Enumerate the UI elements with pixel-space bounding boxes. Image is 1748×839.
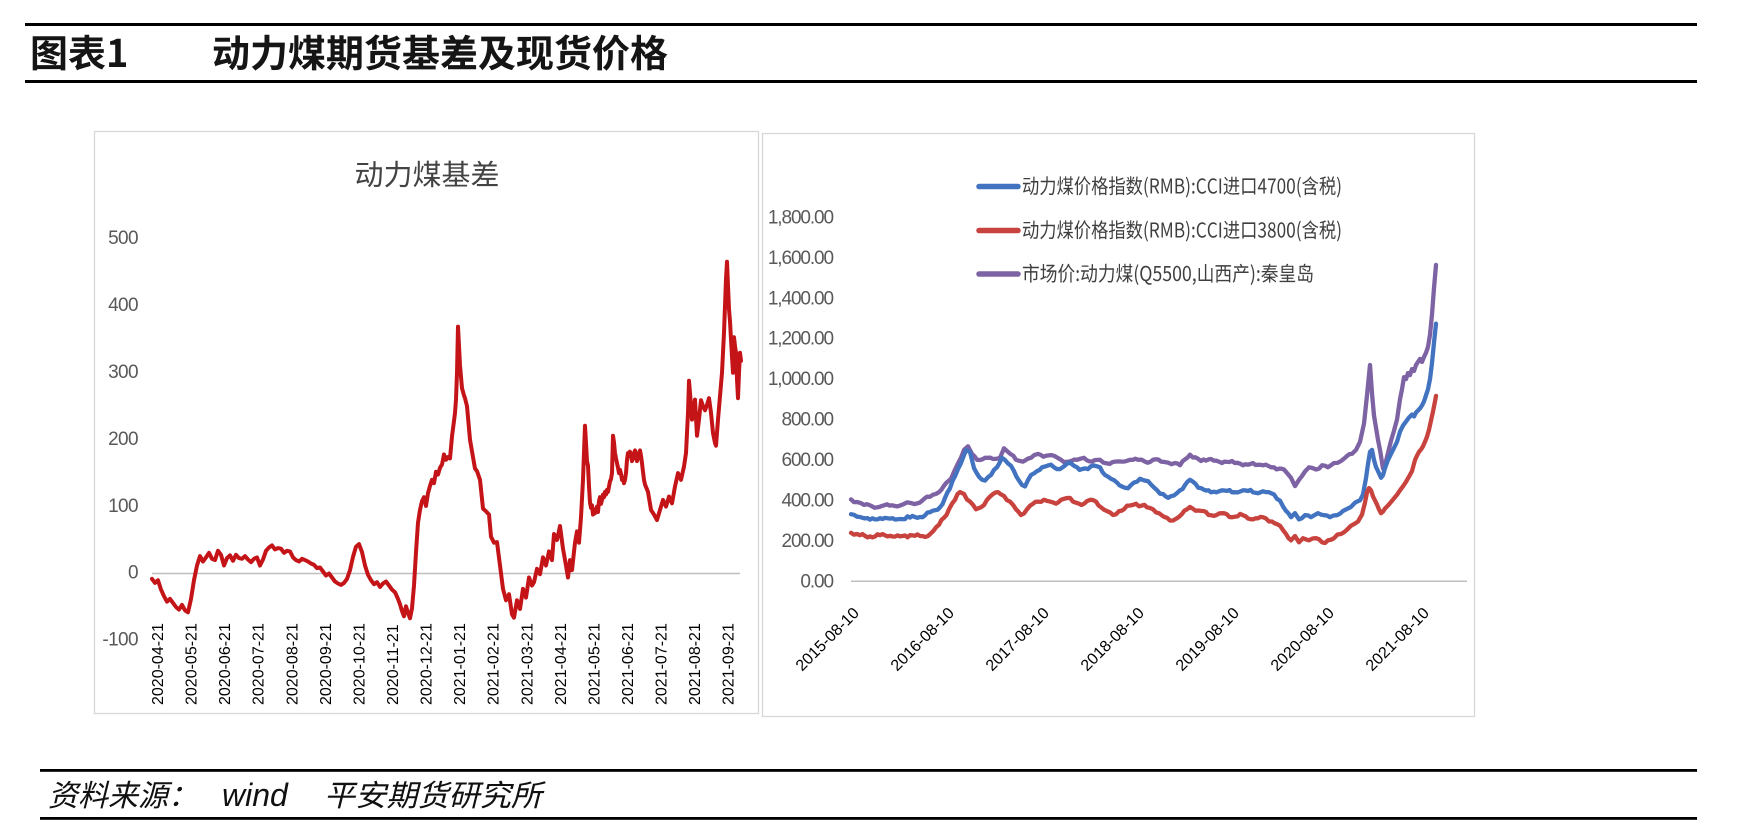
- svg-text:800.00: 800.00: [781, 410, 833, 431]
- svg-text:2020-04-21: 2020-04-21: [150, 623, 167, 705]
- svg-text:2020-09-21: 2020-09-21: [318, 623, 335, 705]
- svg-text:2021-04-21: 2021-04-21: [553, 623, 570, 705]
- svg-text:1,000.00: 1,000.00: [768, 369, 834, 390]
- svg-text:400.00: 400.00: [781, 490, 833, 511]
- svg-text:100: 100: [108, 496, 138, 517]
- svg-text:2020-07-21: 2020-07-21: [251, 623, 268, 705]
- svg-text:2021-09-21: 2021-09-21: [721, 623, 738, 705]
- svg-text:500: 500: [108, 228, 138, 249]
- svg-text:2020-05-21: 2020-05-21: [184, 623, 201, 705]
- svg-text:2021-06-21: 2021-06-21: [620, 623, 637, 705]
- svg-text:200: 200: [108, 429, 138, 450]
- svg-text:2021-08-21: 2021-08-21: [687, 623, 704, 705]
- svg-text:1,200.00: 1,200.00: [768, 329, 834, 350]
- svg-text:2020-06-21: 2020-06-21: [217, 623, 234, 705]
- svg-text:1,400.00: 1,400.00: [768, 288, 834, 309]
- svg-text:wind: wind: [222, 777, 289, 813]
- svg-text:2020-11-21: 2020-11-21: [385, 624, 402, 705]
- svg-text:2021-07-21: 2021-07-21: [654, 623, 671, 705]
- svg-text:2021-03-21: 2021-03-21: [519, 623, 536, 705]
- svg-text:-100: -100: [102, 630, 138, 651]
- svg-text:2020-10-21: 2020-10-21: [351, 623, 368, 705]
- svg-text:400: 400: [108, 295, 138, 316]
- svg-text:1,800.00: 1,800.00: [768, 207, 834, 228]
- svg-text:2021-02-21: 2021-02-21: [486, 623, 503, 705]
- svg-text:2021-05-21: 2021-05-21: [586, 623, 603, 705]
- svg-text:2021-01-21: 2021-01-21: [452, 623, 469, 705]
- svg-text:200.00: 200.00: [781, 531, 833, 552]
- svg-text:0.00: 0.00: [800, 571, 833, 592]
- svg-text:300: 300: [108, 362, 138, 383]
- svg-text:0: 0: [128, 563, 138, 584]
- svg-text:1,600.00: 1,600.00: [768, 248, 834, 269]
- svg-text:600.00: 600.00: [781, 450, 833, 471]
- svg-text:2020-08-21: 2020-08-21: [284, 623, 301, 705]
- svg-text:2020-12-21: 2020-12-21: [419, 623, 436, 705]
